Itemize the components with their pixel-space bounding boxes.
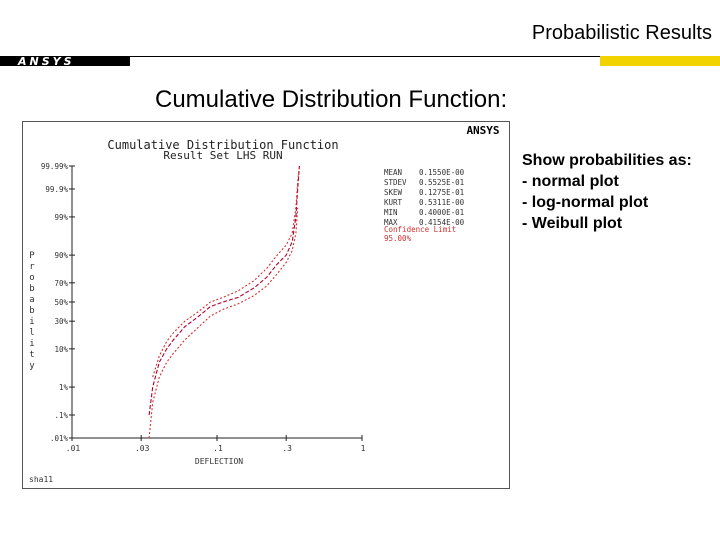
y-axis-label-char: l (29, 328, 34, 338)
stat-value: 0.5311E-00 (419, 198, 465, 207)
x-tick-label: .1 (213, 444, 223, 453)
y-axis-label-char: i (29, 317, 34, 327)
y-tick-label: 90% (54, 251, 68, 260)
y-tick-label: 70% (54, 279, 68, 288)
y-axis-label-char: a (29, 295, 34, 305)
stat-value: 0.4000E-01 (419, 208, 464, 217)
y-axis-label-char: b (29, 284, 34, 294)
ansys-logo: ANSYS (18, 55, 75, 68)
y-axis-label-char: b (29, 306, 34, 316)
y-tick-label: 1% (59, 383, 69, 392)
notes-panel: Show probabilities as: - normal plot - l… (522, 150, 692, 234)
header-bar: ANSYS (0, 54, 720, 68)
y-axis-label-char: o (29, 273, 34, 283)
stat-label: MIN (384, 208, 398, 217)
y-tick-label: 10% (54, 345, 68, 354)
stat-label: KURT (384, 198, 403, 207)
stat-value: 0.1550E-00 (419, 168, 465, 177)
stat-value: 0.1275E-01 (419, 188, 464, 197)
notes-item-weibull: - Weibull plot (522, 215, 623, 232)
x-tick-label: .01 (66, 444, 81, 453)
stat-label: SKEW (384, 188, 403, 197)
header-rule (130, 56, 600, 57)
y-tick-label: 99.99% (41, 162, 69, 171)
confidence-label: Confidence Limit (384, 225, 456, 234)
plot-window: 99.99% 99.9% 99% 90% 70% 50% 30% 10% 1% .1% .01% .0… (22, 121, 510, 489)
cdf-curve-upper (152, 165, 300, 378)
y-tick-label: 50% (54, 298, 68, 307)
section-title: Cumulative Distribution Function: (155, 86, 508, 113)
y-tick-label: .01% (50, 434, 69, 443)
cdf-curve-data (148, 165, 300, 416)
chart-title: Cumulative Distribution Function (107, 138, 338, 152)
notes-heading: Show probabilities as: (522, 152, 692, 169)
y-tick-label: 99% (54, 213, 68, 222)
notes-item-normal: - normal plot (522, 173, 619, 190)
stat-label: STDEV (384, 178, 407, 187)
y-tick-label: .1% (54, 411, 68, 420)
chart-brand: ANSYS (466, 124, 499, 137)
y-axis-label-char: i (29, 339, 34, 349)
y-tick-label: 99.9% (45, 185, 68, 194)
cdf-curve-lower (148, 207, 299, 439)
y-tick-label: 30% (54, 317, 68, 326)
confidence-value: 95.00% (384, 234, 412, 243)
y-axis-label-char: t (29, 350, 34, 360)
corner-label: sha11 (29, 475, 53, 484)
x-tick-label: 1 (361, 444, 366, 453)
y-axis-label-char: P (29, 251, 35, 261)
stat-value: 0.4154E-00 (419, 218, 465, 227)
header-yellow-bar (600, 56, 720, 66)
slide-title: Probabilistic Results (531, 22, 712, 44)
notes-item-lognormal: - log-normal plot (522, 194, 649, 211)
y-axis-label-char: y (29, 361, 35, 371)
cdf-chart: 99.99%99.9%99%90%70%50%30%10%1%.1%.01%.0… (29, 124, 500, 484)
x-tick-label: .3 (282, 444, 292, 453)
stat-label: MEAN (384, 168, 402, 177)
y-axis-label-char: r (29, 262, 35, 272)
x-axis-label: DEFLECTION (195, 457, 243, 466)
x-tick-label: .03 (135, 444, 150, 453)
stat-label: MAX (384, 218, 398, 227)
stat-value: 0.5525E-01 (419, 178, 464, 187)
header-black-bar (0, 56, 130, 66)
chart-subtitle: Result Set LHS RUN (163, 149, 282, 162)
